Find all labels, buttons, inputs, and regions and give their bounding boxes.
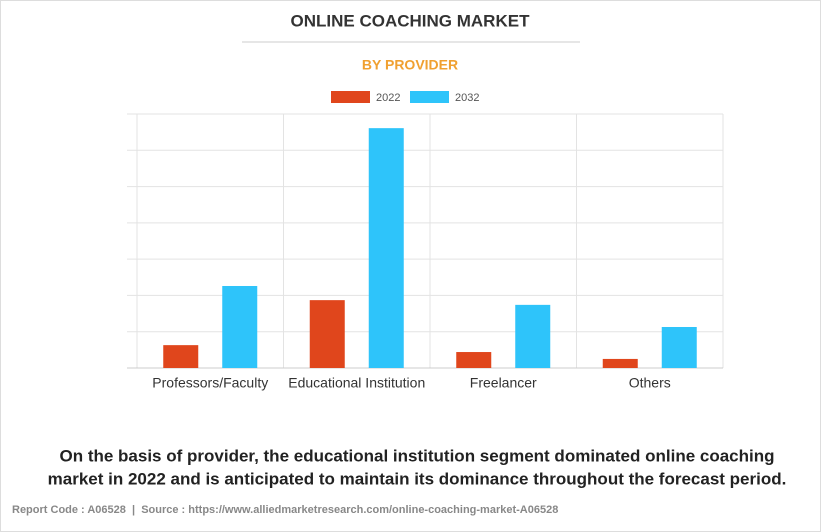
x-tick-label: Professors/Faculty — [152, 375, 268, 391]
legend-label: 2032 — [455, 92, 479, 104]
bar — [661, 326, 697, 368]
footer: Report Code : A06528 | Source : https://… — [12, 504, 558, 516]
bar — [368, 128, 404, 368]
bar — [456, 352, 492, 368]
caption-line: market in 2022 and is anticipated to mai… — [48, 469, 787, 488]
caption-line: On the basis of provider, the educationa… — [59, 446, 774, 465]
chart-subtitle: BY PROVIDER — [362, 57, 458, 73]
legend-swatch — [410, 91, 449, 103]
x-tick-label: Others — [629, 375, 671, 391]
x-tick-label: Educational Institution — [288, 375, 425, 391]
legend-label: 2022 — [376, 92, 400, 104]
bar — [163, 345, 199, 368]
x-tick-label: Freelancer — [470, 375, 537, 391]
legend-swatch — [331, 91, 370, 103]
bar — [602, 358, 638, 368]
bar — [515, 304, 551, 368]
bar — [222, 285, 258, 368]
chart-title: ONLINE COACHING MARKET — [291, 11, 531, 30]
bar — [309, 300, 345, 368]
